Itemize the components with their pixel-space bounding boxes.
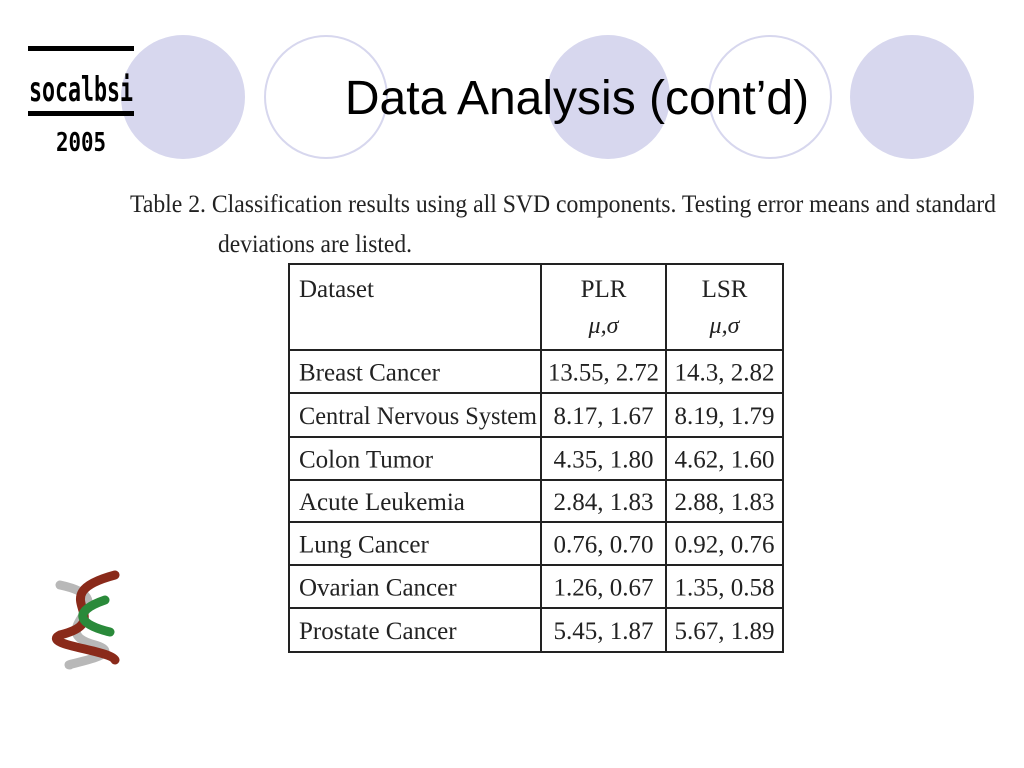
logo: socalbsi 2005 — [28, 46, 134, 158]
slide-title: Data Analysis (cont’d) — [345, 72, 809, 125]
dataset-name: Ovarian Cancer — [299, 575, 457, 602]
dna-strand — [52, 570, 120, 665]
dataset-name: Prostate Cancer — [299, 618, 457, 645]
cell-value: 13.55, 2.72 — [548, 360, 659, 387]
table: Dataset PLR μ,σ LSR μ,σ Breast Cancer 13.55, 2… — [288, 263, 784, 653]
cell-value: 0.76, 0.70 — [554, 532, 654, 559]
circle — [850, 35, 974, 159]
column-header: PLR — [581, 276, 627, 303]
dna-strand — [78, 595, 115, 637]
cell-value: 2.88, 1.83 — [675, 489, 775, 516]
column-unit: μ,σ — [588, 313, 620, 339]
dna-strand — [55, 580, 110, 670]
caption-line: deviations are listed. — [218, 231, 412, 258]
cell-value: 8.19, 1.79 — [675, 403, 775, 430]
logo-bar — [28, 111, 134, 116]
cell-value: 5.67, 1.89 — [675, 618, 775, 645]
cell-value: 4.62, 1.60 — [675, 447, 775, 474]
dataset-name: Breast Cancer — [299, 360, 441, 387]
logo-name: socalbsi — [29, 70, 133, 110]
cell-value: 1.26, 0.67 — [554, 575, 654, 602]
logo-year: 2005 — [56, 128, 106, 158]
caption-line: Table 2. Classification results using al… — [130, 191, 996, 218]
dataset-name: Central Nervous System — [299, 403, 538, 430]
cell-value: 14.3, 2.82 — [675, 360, 775, 387]
circle — [708, 35, 832, 159]
dataset-name: Lung Cancer — [299, 532, 429, 559]
circle — [121, 35, 245, 159]
dna-icon — [52, 570, 120, 670]
logo-bar — [28, 46, 134, 51]
dataset-name: Acute Leukemia — [299, 489, 465, 516]
column-header: Dataset — [299, 276, 374, 303]
decor-circles — [121, 35, 974, 159]
dataset-name: Colon Tumor — [299, 447, 434, 474]
cell-value: 5.45, 1.87 — [554, 618, 654, 645]
cell-value: 1.35, 0.58 — [675, 575, 775, 602]
table-border — [288, 263, 784, 653]
cell-value: 2.84, 1.83 — [554, 489, 654, 516]
cell-value: 0.92, 0.76 — [675, 532, 775, 559]
column-unit: μ,σ — [709, 313, 741, 339]
column-header: LSR — [702, 276, 748, 303]
cell-value: 8.17, 1.67 — [554, 403, 654, 430]
circle — [546, 35, 670, 159]
cell-value: 4.35, 1.80 — [554, 447, 654, 474]
circle — [264, 35, 388, 159]
